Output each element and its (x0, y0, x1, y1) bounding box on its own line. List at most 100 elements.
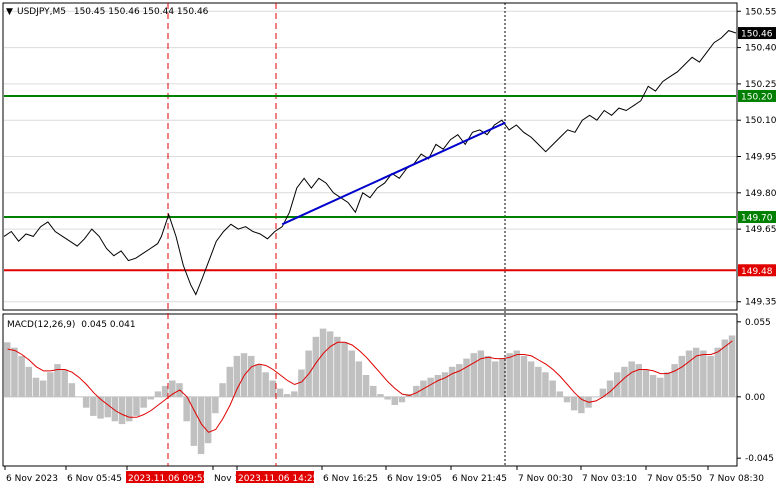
macd-bar (441, 372, 449, 397)
macd-bar (707, 355, 714, 397)
macd-bar (212, 396, 219, 414)
macd-bar (549, 380, 556, 397)
macd-bar (276, 388, 284, 397)
svg-text:MACD(12,26,9) 0.045 0.041: MACD(12,26,9) 0.045 0.041 (7, 320, 136, 330)
macd-bar (398, 396, 406, 403)
svg-text:USDJPY,M5 150.45 150.46 15: USDJPY,M5 150.45 150.46 150.44 150.46 (17, 7, 209, 17)
price-axis: 150.55 150.40 150.25 150.10 149.95 149.80 149.… (737, 7, 777, 308)
macd-bar (183, 396, 190, 422)
macd-bar (39, 380, 47, 397)
level-label-box (738, 211, 776, 224)
macd-bar (54, 364, 61, 397)
macd-bar (563, 396, 571, 403)
macd-bar (4, 342, 11, 397)
macd-bar (506, 353, 513, 397)
macd-tick-label: 0.00 (745, 393, 765, 403)
macd-bar (456, 364, 463, 397)
vertical-markers (167, 3, 506, 466)
macd-tick-label: -0.045 (745, 454, 774, 464)
grid (4, 10, 736, 303)
macd-bar (269, 380, 276, 397)
macd-bar (11, 347, 18, 397)
level-label-box (738, 89, 776, 102)
time-label: 7 Nov 08:30 (709, 474, 764, 484)
macd-bar (384, 396, 391, 400)
macd-bar (649, 375, 657, 397)
macd-bar (219, 383, 226, 397)
macd-bar (283, 394, 291, 397)
ohlc-values: 150.45 150.46 150.44 150.46 (74, 7, 209, 17)
time-label: 7 Nov 03:10 (582, 474, 637, 484)
macd-bar (370, 385, 377, 397)
level-label: 150.20 (741, 92, 773, 102)
time-label: 6 Nov 21:45 (452, 474, 507, 484)
price-tick-label: 149.95 (745, 153, 777, 163)
macd-bar (248, 355, 255, 397)
time-axis: 6 Nov 2023 6 Nov 05:45 2023.11.06 09:55 Nov… (4, 466, 764, 484)
trend-line-segment (281, 121, 506, 226)
macd-bar (492, 361, 499, 397)
macd-bar (448, 366, 456, 397)
macd-bar (700, 350, 707, 397)
macd-bar (140, 396, 147, 408)
highlighted-time-box (126, 471, 204, 483)
macd-bar (728, 335, 736, 397)
current-price-label: 150.46 (741, 30, 773, 40)
macd-bar (154, 391, 162, 397)
macd-bar (499, 358, 506, 397)
macd-bar (133, 396, 140, 416)
macd-bar (578, 396, 585, 414)
macd-bar (513, 350, 520, 397)
time-label: 6 Nov 2023 (6, 474, 58, 484)
time-label: 2023.11.06 09:55 (128, 474, 208, 484)
macd-bar (97, 396, 104, 419)
macd-bar (126, 396, 133, 422)
macd-bar (312, 336, 320, 397)
macd-bar (427, 377, 434, 397)
macd-axis: 0.055 0.00 -0.045 (737, 318, 774, 464)
macd-bar (262, 372, 269, 397)
time-label: 7 Nov 00:30 (518, 474, 573, 484)
macd-bar (90, 396, 97, 416)
macd-bar (319, 328, 327, 397)
macd-bar (197, 396, 205, 455)
time-label: 6 Nov 19:05 (387, 474, 442, 484)
price-tick-label: 149.80 (745, 189, 777, 199)
macd-bar (362, 375, 370, 397)
macd-bar (721, 339, 729, 397)
highlighted-time-box (236, 471, 314, 483)
macd-bar (542, 372, 549, 397)
macd-bar (204, 396, 212, 444)
macd-bar (678, 355, 686, 397)
macd-bar (298, 369, 305, 397)
price-tick-label: 150.25 (745, 80, 777, 90)
macd-bar (434, 375, 442, 397)
macd-bar (484, 355, 492, 397)
macd-bar (82, 396, 90, 408)
macd-bar (556, 391, 564, 397)
macd-bar (413, 385, 420, 397)
time-label: 6 Nov 05:45 (67, 474, 122, 484)
macd-bar (111, 396, 119, 422)
level-label: 149.48 (741, 267, 773, 277)
macd-bar (233, 355, 241, 397)
price-tick-label: 150.55 (745, 7, 777, 17)
macd-bar (463, 358, 470, 397)
chart-menu-icon[interactable]: ▼ (6, 7, 13, 17)
macd-bar (628, 361, 635, 397)
macd-bar (621, 366, 628, 397)
time-label: 7 Nov 05:50 (647, 474, 702, 484)
macd-bar (18, 355, 25, 397)
time-label: Nov 11: (214, 474, 249, 484)
time-label: 2023.11.06 14:25 (238, 474, 318, 484)
macd-signal-line (7, 340, 733, 433)
macd-bar (527, 361, 535, 397)
macd-bar (68, 383, 76, 397)
macd-bar (599, 388, 607, 397)
price-tick-label: 150.40 (745, 44, 777, 54)
macd-bar (341, 342, 348, 397)
macd-label: MACD(12,26,9) (7, 320, 75, 330)
trend-line[interactable] (281, 121, 506, 226)
level-label: 149.70 (741, 214, 773, 224)
